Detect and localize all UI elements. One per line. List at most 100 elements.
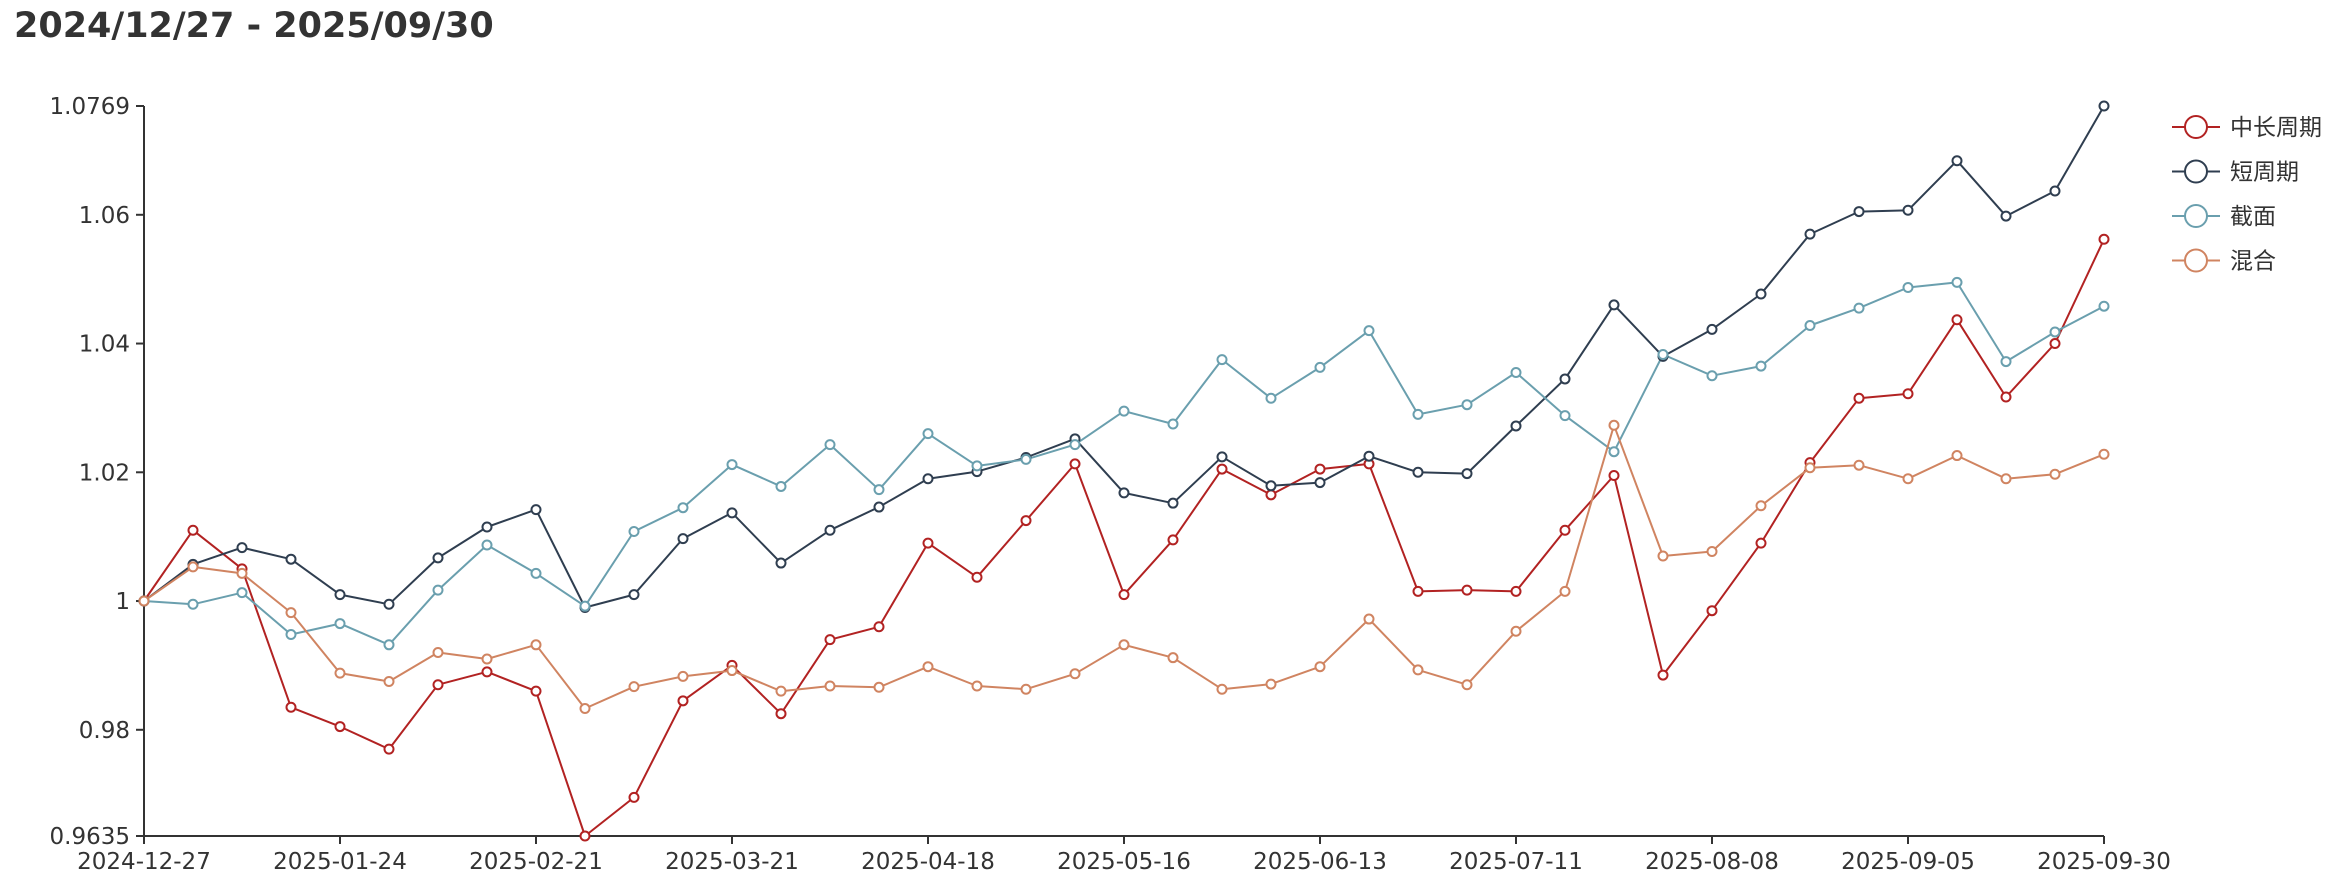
data-point[interactable] xyxy=(1608,470,1620,482)
data-point[interactable] xyxy=(334,618,346,630)
data-point[interactable] xyxy=(1755,537,1767,549)
data-point[interactable] xyxy=(922,473,934,485)
data-point[interactable] xyxy=(1951,314,1963,326)
data-point[interactable] xyxy=(1608,299,1620,311)
data-point[interactable] xyxy=(432,584,444,596)
data-point[interactable] xyxy=(285,629,297,641)
data-point[interactable] xyxy=(1461,468,1473,480)
data-point[interactable] xyxy=(1804,320,1816,332)
data-point[interactable] xyxy=(775,557,787,569)
data-point[interactable] xyxy=(824,680,836,692)
data-point[interactable] xyxy=(1265,480,1277,492)
legend-item-1[interactable]: 短周期 xyxy=(2172,159,2299,186)
data-point[interactable] xyxy=(775,685,787,697)
data-point[interactable] xyxy=(677,695,689,707)
data-point[interactable] xyxy=(1608,419,1620,431)
data-point[interactable] xyxy=(334,667,346,679)
data-point[interactable] xyxy=(873,484,885,496)
data-point[interactable] xyxy=(383,743,395,755)
data-point[interactable] xyxy=(481,521,493,533)
data-point[interactable] xyxy=(922,537,934,549)
data-point[interactable] xyxy=(187,561,199,573)
data-point[interactable] xyxy=(1265,392,1277,404)
data-point[interactable] xyxy=(726,459,738,471)
data-point[interactable] xyxy=(1902,473,1914,485)
data-point[interactable] xyxy=(1363,325,1375,337)
data-point[interactable] xyxy=(481,653,493,665)
data-point[interactable] xyxy=(1216,354,1228,366)
data-point[interactable] xyxy=(1755,500,1767,512)
data-point[interactable] xyxy=(1167,652,1179,664)
data-point[interactable] xyxy=(1216,683,1228,695)
data-point[interactable] xyxy=(1069,668,1081,680)
data-point[interactable] xyxy=(1559,410,1571,422)
data-point[interactable] xyxy=(922,428,934,440)
data-point[interactable] xyxy=(1510,420,1522,432)
data-point[interactable] xyxy=(2098,300,2110,312)
data-point[interactable] xyxy=(873,681,885,693)
data-point[interactable] xyxy=(236,587,248,599)
data-point[interactable] xyxy=(922,661,934,673)
legend-item-2[interactable]: 截面 xyxy=(2172,204,2276,230)
data-point[interactable] xyxy=(1363,450,1375,462)
data-point[interactable] xyxy=(1853,302,1865,314)
data-point[interactable] xyxy=(1412,664,1424,676)
data-point[interactable] xyxy=(1118,589,1130,601)
data-point[interactable] xyxy=(1020,453,1032,465)
data-point[interactable] xyxy=(1167,418,1179,430)
data-point[interactable] xyxy=(432,552,444,564)
data-point[interactable] xyxy=(775,708,787,720)
data-point[interactable] xyxy=(677,670,689,682)
data-point[interactable] xyxy=(2098,448,2110,460)
data-point[interactable] xyxy=(1314,463,1326,475)
data-point[interactable] xyxy=(2000,473,2012,485)
data-point[interactable] xyxy=(2098,233,2110,245)
data-point[interactable] xyxy=(824,634,836,646)
data-point[interactable] xyxy=(1510,367,1522,379)
data-point[interactable] xyxy=(971,680,983,692)
data-point[interactable] xyxy=(726,507,738,519)
data-point[interactable] xyxy=(1118,639,1130,651)
data-point[interactable] xyxy=(2000,210,2012,222)
data-point[interactable] xyxy=(530,504,542,516)
data-point[interactable] xyxy=(2049,338,2061,350)
data-point[interactable] xyxy=(1461,584,1473,596)
data-point[interactable] xyxy=(1412,408,1424,420)
data-point[interactable] xyxy=(334,721,346,733)
data-point[interactable] xyxy=(2049,185,2061,197)
data-point[interactable] xyxy=(1069,458,1081,470)
data-point[interactable] xyxy=(775,480,787,492)
data-point[interactable] xyxy=(1853,459,1865,471)
data-point[interactable] xyxy=(628,526,640,538)
data-point[interactable] xyxy=(1559,585,1571,597)
data-point[interactable] xyxy=(1706,370,1718,382)
data-point[interactable] xyxy=(1412,585,1424,597)
data-point[interactable] xyxy=(1657,348,1669,360)
data-point[interactable] xyxy=(1412,466,1424,478)
data-point[interactable] xyxy=(1657,550,1669,562)
data-point[interactable] xyxy=(285,607,297,619)
data-point[interactable] xyxy=(2049,326,2061,338)
data-point[interactable] xyxy=(579,600,591,612)
data-point[interactable] xyxy=(628,791,640,803)
data-point[interactable] xyxy=(1167,497,1179,509)
data-point[interactable] xyxy=(1510,585,1522,597)
data-point[interactable] xyxy=(1902,282,1914,294)
data-point[interactable] xyxy=(1118,487,1130,499)
data-point[interactable] xyxy=(873,501,885,513)
data-point[interactable] xyxy=(628,681,640,693)
data-point[interactable] xyxy=(2049,468,2061,480)
data-point[interactable] xyxy=(481,666,493,678)
data-point[interactable] xyxy=(1020,683,1032,695)
data-point[interactable] xyxy=(2000,391,2012,403)
legend-item-3[interactable]: 混合 xyxy=(2172,248,2276,275)
data-point[interactable] xyxy=(432,679,444,691)
data-point[interactable] xyxy=(1559,373,1571,385)
data-point[interactable] xyxy=(1020,515,1032,527)
data-point[interactable] xyxy=(432,647,444,659)
data-point[interactable] xyxy=(1608,446,1620,458)
data-point[interactable] xyxy=(1069,439,1081,451)
data-point[interactable] xyxy=(1314,477,1326,489)
data-point[interactable] xyxy=(1314,661,1326,673)
data-point[interactable] xyxy=(236,567,248,579)
